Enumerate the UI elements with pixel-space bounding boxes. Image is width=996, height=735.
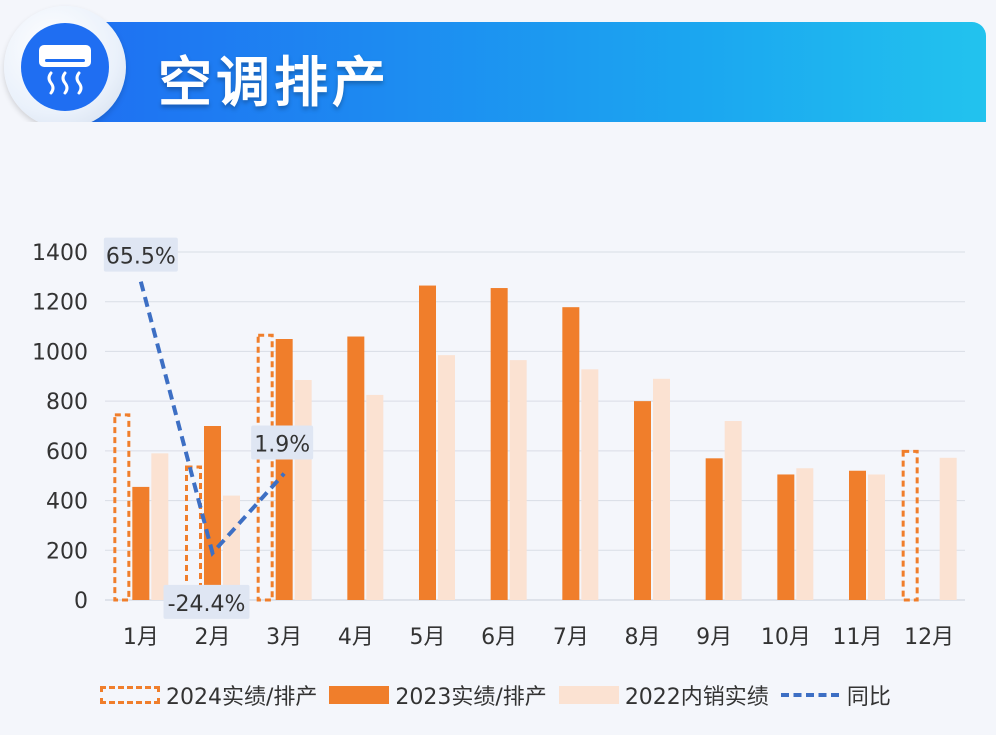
legend-label-yoy: 同比 <box>846 685 891 710</box>
legend: 2024实绩/排产 2023实绩/排产 2022内销实绩 同比 <box>100 677 903 713</box>
header-bar <box>60 22 986 122</box>
bar-2022 <box>796 468 814 600</box>
bar-2022 <box>581 369 599 600</box>
yoy-label-box <box>163 584 250 619</box>
legend-item-2024: 2024实绩/排产 <box>100 679 317 711</box>
bar-2023 <box>849 470 866 600</box>
bar-2023 <box>490 288 508 600</box>
x-tick-label: 1月 <box>123 625 159 650</box>
bar-2023 <box>204 426 221 600</box>
bar-2023 <box>347 336 365 600</box>
bar-2024 <box>901 449 919 602</box>
x-tick-label: 5月 <box>410 625 446 650</box>
bar-2022 <box>509 360 527 600</box>
legend-label-2023: 2023实绩/排产 <box>395 685 547 710</box>
x-tick-label: 12月 <box>904 625 954 650</box>
x-tick-label: 3月 <box>266 625 302 650</box>
bar-2022 <box>438 355 455 600</box>
yoy-label-box <box>103 237 178 272</box>
bar-2022 <box>724 421 742 600</box>
air-conditioner-icon <box>21 23 109 111</box>
bar-2023 <box>419 285 436 600</box>
legend-label-2022: 2022内销实绩 <box>624 685 769 710</box>
x-tick-label: 8月 <box>625 625 661 650</box>
legend-swatch-2024 <box>100 686 160 704</box>
bar-2022 <box>366 394 384 600</box>
y-tick-label: 0 <box>74 589 88 614</box>
page-title: 空调排产 <box>158 51 390 114</box>
y-tick-label: 600 <box>46 440 88 465</box>
bar-2022 <box>868 474 885 600</box>
bar-2022 <box>223 495 240 600</box>
x-tick-label: 9月 <box>696 625 732 650</box>
yoy-label: -24.4% <box>168 592 246 617</box>
x-tick-label: 4月 <box>338 625 374 650</box>
x-tick-label: 10月 <box>761 625 811 650</box>
bar-2024 <box>113 413 131 602</box>
bar-2022 <box>653 378 670 600</box>
yoy-line <box>138 281 286 557</box>
bar-2022 <box>939 457 957 600</box>
bar-2023 <box>777 474 795 600</box>
yoy-label-box <box>251 425 314 460</box>
bar-2023 <box>562 307 580 600</box>
bar-2023 <box>634 401 651 600</box>
x-tick-label: 11月 <box>833 625 883 650</box>
y-tick-label: 1000 <box>32 340 88 365</box>
y-tick-label: 1400 <box>32 241 88 266</box>
y-tick-label: 1200 <box>32 291 88 316</box>
yoy-label: 65.5% <box>106 245 176 270</box>
legend-label-2024: 2024实绩/排产 <box>166 685 318 710</box>
bar-2024 <box>256 333 274 602</box>
yoy-label: 1.9% <box>254 433 310 458</box>
bar-2023 <box>132 486 150 600</box>
legend-swatch-yoy <box>780 693 839 697</box>
bar-2022 <box>294 380 312 600</box>
bar-2023 <box>705 458 723 600</box>
y-tick-label: 400 <box>46 490 88 515</box>
y-tick-label: 200 <box>46 539 88 564</box>
x-tick-label: 2月 <box>195 625 231 650</box>
x-tick-label: 6月 <box>481 625 517 650</box>
legend-swatch-2023 <box>329 686 390 704</box>
y-tick-label: 800 <box>46 390 88 415</box>
logo-badge <box>4 6 126 128</box>
legend-item-2023: 2023实绩/排产 <box>329 679 547 711</box>
bar-2022 <box>151 453 169 600</box>
legend-item-2022: 2022内销实绩 <box>558 679 769 711</box>
legend-swatch-2022 <box>558 686 619 704</box>
x-tick-label: 7月 <box>553 625 589 650</box>
legend-item-yoy: 同比 <box>780 679 891 711</box>
bar-2023 <box>275 339 293 600</box>
